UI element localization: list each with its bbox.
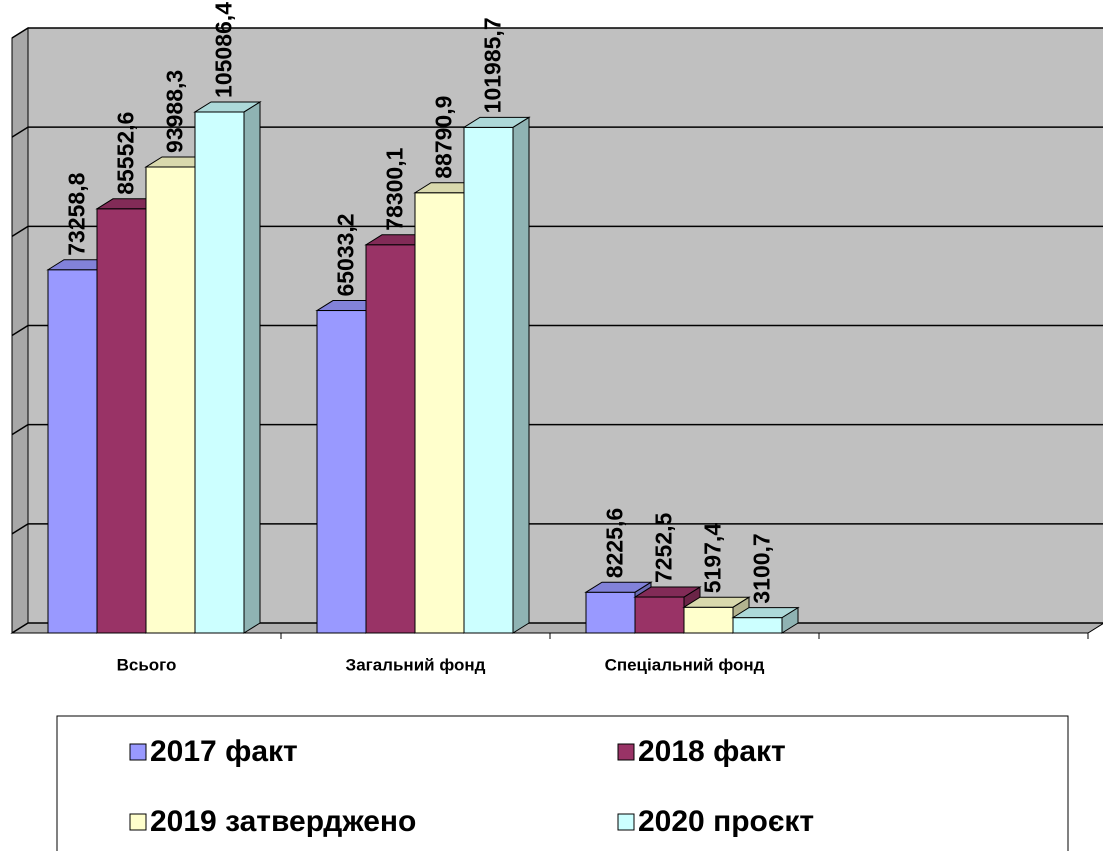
bar-top (731, 607, 800, 619)
x-tick-label: Загальний фонд (346, 655, 486, 674)
bar-front (414, 192, 465, 634)
bar-top (633, 586, 702, 598)
bar-front (47, 269, 98, 634)
value-label: 8225,6 (602, 508, 628, 578)
grid-line (11, 523, 1103, 535)
bar-side (512, 116, 530, 634)
x-tick-label: Всього (117, 655, 177, 674)
value-label: 3100,7 (749, 533, 775, 603)
legend-swatch (129, 813, 147, 831)
x-tick-label: Спеціальний фонд (605, 655, 765, 674)
bar-top (462, 116, 531, 128)
legend-label: 2017 факт (150, 735, 298, 768)
value-label: 78300,1 (382, 147, 408, 230)
value-label: 85552,6 (113, 112, 139, 195)
value-label: 5197,4 (700, 523, 726, 594)
legend-swatch (129, 743, 147, 761)
bar (193, 101, 262, 634)
value-label: 65033,2 (333, 213, 359, 296)
bar-top (584, 581, 653, 593)
value-label: 101985,7 (480, 17, 506, 113)
bar-front (145, 166, 196, 634)
bar-front (585, 591, 636, 634)
grid-line (11, 126, 1103, 138)
bar-front (732, 617, 783, 634)
legend-label: 2018 факт (638, 735, 786, 768)
bar-front (96, 208, 147, 634)
legend-box (56, 715, 1069, 851)
value-label: 105086,4 (211, 2, 237, 98)
bar-front (316, 310, 367, 634)
grid-line (11, 27, 1103, 39)
value-label: 7252,5 (651, 512, 677, 583)
bar-top (193, 101, 262, 113)
bar-front (463, 126, 514, 634)
value-label: 93988,3 (162, 70, 188, 153)
value-label: 73258,8 (64, 172, 90, 255)
legend-label: 2020 проєкт (638, 805, 814, 838)
bar-side (243, 101, 261, 634)
legend-label: 2019 затверджено (150, 805, 416, 838)
bar (731, 606, 800, 634)
grid-line (11, 225, 1103, 237)
bar-front (683, 606, 734, 634)
grid-line (11, 423, 1103, 436)
bar-front (634, 596, 685, 634)
bar-front (194, 111, 245, 634)
legend-swatch (617, 813, 635, 831)
bar-top (682, 596, 751, 608)
grid-line (11, 324, 1103, 337)
bar-front (365, 244, 416, 634)
legend-swatch (617, 743, 635, 761)
value-label: 88790,9 (431, 96, 457, 179)
bar (462, 116, 531, 634)
